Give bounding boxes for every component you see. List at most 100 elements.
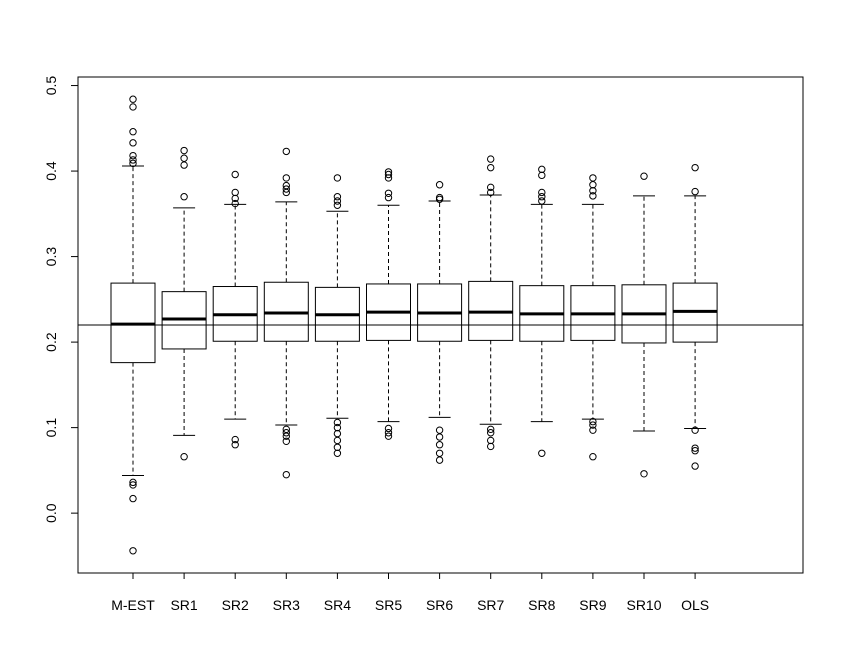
outlier-point [129, 103, 137, 111]
box-sr5 [366, 168, 411, 440]
outlier-point [589, 421, 597, 429]
outlier-point [282, 185, 290, 193]
outlier-point [282, 425, 290, 434]
outlier-point [384, 189, 393, 198]
outlier-point [691, 187, 699, 196]
outlier-point [589, 426, 597, 434]
outlier-point [129, 139, 137, 147]
outlier-point [180, 146, 188, 155]
outlier-point [282, 470, 290, 479]
outlier-point [282, 147, 290, 156]
y-axis: 0.0 0.1 0.2 0.3 0.4 0.5 [43, 76, 79, 523]
outlier-point [384, 432, 393, 440]
outlier-point [129, 128, 137, 136]
box-sr10 [621, 172, 667, 478]
y-tick-label: 0.0 [43, 503, 59, 523]
box-sr1 [161, 146, 207, 461]
outlier-point [180, 154, 188, 162]
x-tick-label: SR6 [426, 597, 453, 613]
boxes-group [110, 95, 718, 555]
outlier-point [129, 95, 137, 103]
outlier-point [129, 159, 137, 168]
outlier-point [487, 163, 495, 172]
outlier-point [589, 192, 597, 200]
outlier-point [538, 188, 546, 197]
outlier-point [691, 462, 699, 470]
y-tick-label: 0.4 [43, 161, 59, 181]
box-m-est [110, 95, 156, 555]
outlier-point [435, 449, 444, 457]
outlier-point [282, 437, 290, 446]
x-tick-label: SR10 [626, 597, 661, 613]
x-tick-label: SR2 [222, 597, 249, 613]
x-tick-label: SR4 [324, 597, 351, 613]
outlier-point [589, 174, 597, 182]
outlier-point [333, 193, 342, 201]
x-tick-label: SR7 [477, 597, 504, 613]
outlier-point [384, 170, 393, 179]
outlier-point [487, 425, 495, 434]
outlier-point [435, 181, 444, 189]
box-sr4 [314, 174, 360, 457]
outlier-point [538, 165, 546, 174]
outlier-point [282, 174, 290, 182]
outlier-point [384, 424, 393, 433]
outlier-point [282, 181, 290, 190]
outlier-point [435, 426, 444, 434]
outlier-point [129, 156, 137, 164]
outlier-point [538, 197, 546, 205]
y-tick-label: 0.3 [43, 247, 59, 267]
outlier-point [691, 163, 699, 172]
outlier-point [282, 429, 290, 437]
outlier-point [231, 199, 239, 208]
y-tick-label: 0.1 [43, 418, 59, 438]
box-sr2 [212, 170, 258, 449]
box-sr3 [263, 147, 309, 479]
outlier-point [487, 188, 495, 197]
box-sr9 [570, 174, 616, 461]
outlier-point [333, 418, 342, 427]
outlier-point [129, 478, 137, 487]
outlier-point [640, 470, 648, 478]
x-tick-label: M-EST [111, 597, 155, 613]
outlier-point [487, 183, 495, 192]
outlier-point [487, 429, 495, 437]
y-tick-label: 0.2 [43, 332, 59, 352]
outlier-point [333, 174, 342, 182]
outlier-point [180, 452, 188, 461]
outlier-point [691, 447, 699, 455]
box-sr8 [519, 165, 565, 457]
outlier-point [435, 193, 444, 202]
outlier-point [129, 547, 137, 555]
outlier-point [691, 444, 699, 452]
outlier-point [384, 429, 393, 437]
x-tick-label: OLS [681, 597, 709, 613]
outlier-point [487, 155, 495, 163]
outlier-point [589, 417, 597, 426]
outlier-point [129, 151, 137, 160]
outlier-point [129, 481, 137, 489]
box-ols [672, 163, 718, 470]
outlier-point [640, 172, 648, 180]
x-tick-label: SR8 [528, 597, 555, 613]
outlier-point [538, 193, 546, 201]
x-tick-label: SR9 [579, 597, 606, 613]
outlier-point [333, 423, 342, 432]
outlier-point [333, 201, 342, 209]
box-sr7 [468, 155, 514, 451]
y-tick-label: 0.5 [43, 76, 59, 96]
outlier-point [231, 435, 239, 444]
box-sr6 [417, 181, 463, 464]
outlier-point [231, 170, 239, 179]
outlier-point [384, 193, 393, 202]
outlier-point [538, 449, 546, 457]
outlier-point [180, 193, 188, 201]
x-tick-label: SR3 [273, 597, 300, 613]
x-tick-label: SR5 [375, 597, 402, 613]
outlier-point [589, 452, 597, 461]
outlier-point [487, 436, 495, 445]
outlier-point [384, 168, 393, 176]
outlier-point [333, 197, 342, 205]
outlier-point [129, 494, 137, 503]
